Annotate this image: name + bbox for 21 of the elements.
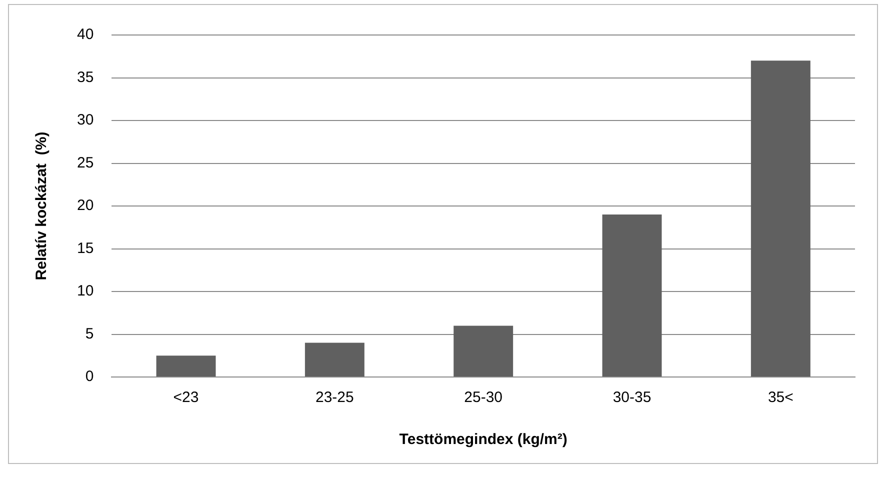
- y-tick-label: 15: [76, 240, 94, 257]
- bar: [750, 60, 810, 376]
- y-tick-label: 0: [85, 368, 94, 386]
- y-tick-label: 5: [85, 325, 94, 342]
- x-tick-label: 25-30: [464, 389, 503, 406]
- x-tick-label: 23-25: [315, 389, 354, 406]
- y-tick-label: 35: [76, 68, 94, 86]
- y-tick-label: 10: [76, 282, 94, 300]
- bar: [602, 214, 662, 376]
- x-axis-title: Testtömegindex (kg/m²): [399, 431, 568, 448]
- y-tick-label: 25: [76, 154, 94, 172]
- x-tick-label: <23: [173, 389, 199, 406]
- bar: [304, 342, 364, 376]
- bar: [454, 326, 514, 376]
- y-axis-title: Relatív kockázat (%): [33, 132, 50, 280]
- x-tick-label: 30-35: [612, 389, 652, 406]
- y-tick-label: 20: [76, 197, 94, 214]
- bar: [156, 356, 216, 376]
- x-tick-label: 35<: [768, 389, 794, 406]
- y-tick-label: 30: [76, 112, 94, 129]
- y-tick-label: 40: [76, 26, 94, 44]
